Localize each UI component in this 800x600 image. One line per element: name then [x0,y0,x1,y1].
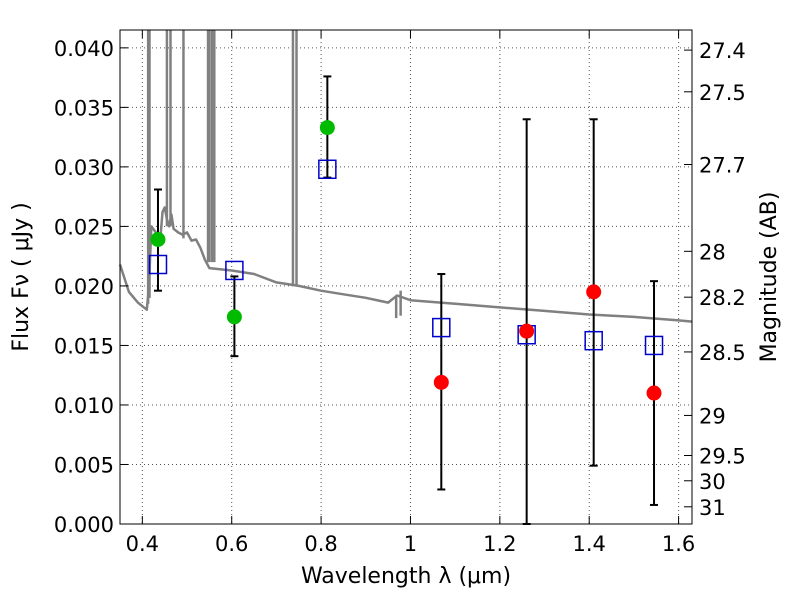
y-tick-label: 0.040 [54,37,114,61]
x-tick-label: 1.4 [573,532,606,556]
mag-tick-label: 28.5 [699,341,746,365]
y-tick-label: 0.005 [54,453,114,477]
observed-flux-point [519,323,535,339]
model-photometry-square [225,260,244,281]
plot-frame [119,29,693,525]
mag-tick-label: 28.2 [699,286,746,310]
observed-flux-point [433,374,449,390]
axes: 0.4 0.6 0.8 1 1.2 1.4 1.6 0.000 0.005 0.010 0.015 0… [54,30,746,556]
right-y-axis-label: Magnitude (AB) [757,192,782,363]
model-spectrum [118,30,693,323]
x-tick-label: 1.2 [483,532,516,556]
mag-tick-label: 31 [699,496,726,520]
y-tick-label: 0.015 [54,334,114,358]
y-tick-label: 0.010 [54,394,114,418]
mag-tick-label: 29.5 [699,445,746,469]
model-photometry-square [584,330,603,351]
y-tick-label: 0.000 [54,513,114,537]
mag-tick-label: 29 [699,404,726,428]
x-tick-label: 1 [404,532,417,556]
observed-flux-point [150,232,166,248]
mag-tick-label: 30 [699,470,726,494]
model-photometry-square [432,317,451,338]
y-tick-label: 0.025 [54,215,114,239]
y-axis-label: Flux Fν ( μJy ) [9,202,34,351]
observed-flux-point [586,284,602,300]
x-tick-label: 1.6 [662,532,695,556]
mag-tick-label: 27.5 [699,81,746,105]
observed-flux-point [226,309,242,325]
model-photometry [148,159,664,356]
observed-photometry [150,120,662,401]
mag-tick-label: 27.4 [699,39,746,63]
model-photometry-square [148,254,168,275]
y-tick-label: 0.030 [54,156,114,180]
x-tick-label: 0.4 [126,532,159,556]
model-spectrum-line [118,206,693,323]
x-axis-label: Wavelength λ (μm) [301,564,511,589]
model-photometry-square [318,159,337,180]
mag-tick-label: 27.7 [699,154,746,178]
x-tick-label: 0.8 [304,532,337,556]
x-tick-label: 0.6 [215,532,248,556]
y-tick-label: 0.035 [54,96,114,120]
observed-flux-point [646,385,662,401]
model-photometry-square [644,335,664,356]
mag-tick-label: 28 [699,240,726,264]
y-tick-label: 0.020 [54,275,114,299]
observed-flux-point [319,120,335,136]
